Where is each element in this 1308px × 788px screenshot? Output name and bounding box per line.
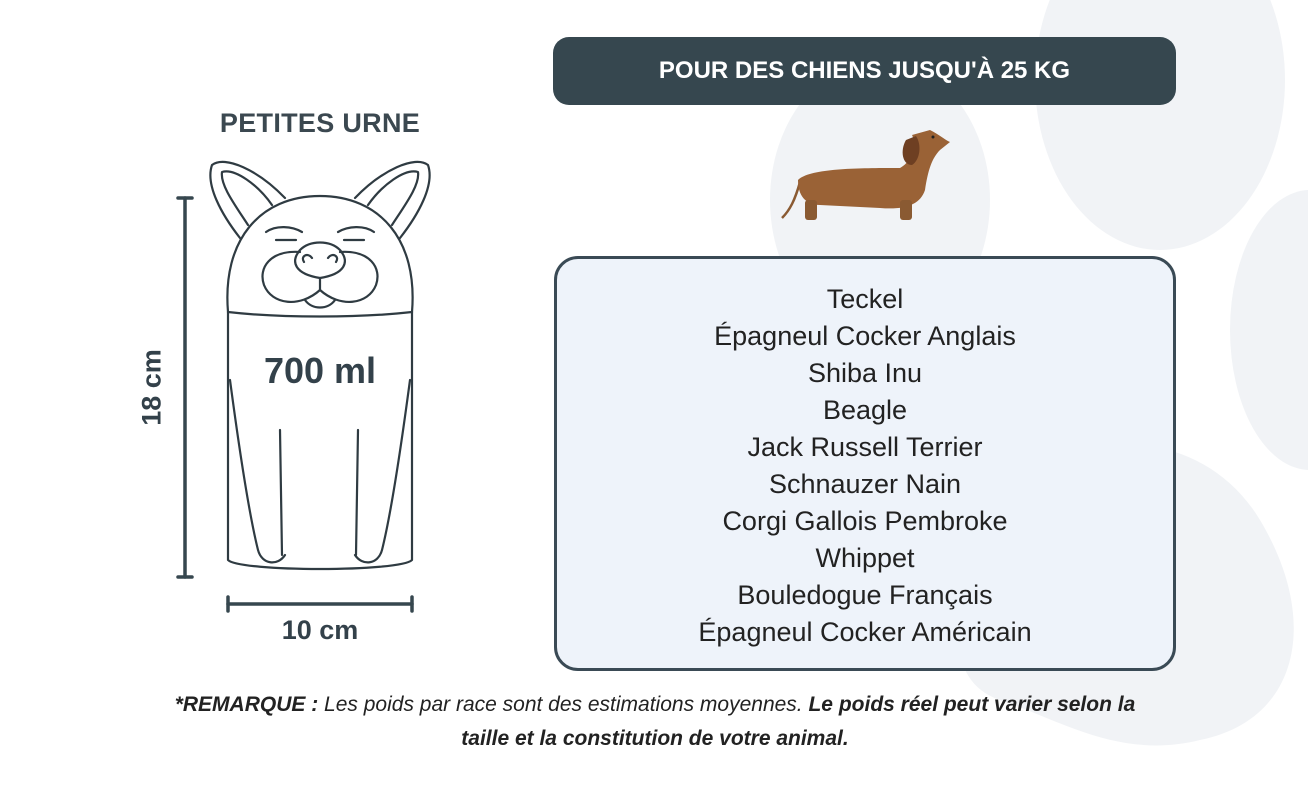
breed-item: Teckel [826,284,904,314]
breed-item: Shiba Inu [807,358,923,388]
breed-item: Bouledogue Français [737,580,993,610]
breed-item: Beagle [822,395,908,425]
weight-limit-header: POUR DES CHIENS JUSQU'À 25 KG [553,37,1176,105]
urn-capacity: 700 ml [263,350,377,391]
urn-title: PETITES URNE [219,108,421,138]
urn-height-label: 18 cm [136,349,167,426]
breed-item: Jack Russell Terrier [747,432,983,462]
breed-list: Teckel Épagneul Cocker Anglais Shiba Inu… [554,256,1176,671]
breed-item: Corgi Gallois Pembroke [722,506,1008,536]
breed-item: Épagneul Cocker Anglais [714,321,1016,351]
note-prefix: *REMARQUE : [174,693,319,716]
breed-item: Schnauzer Nain [768,469,962,499]
breed-item: Épagneul Cocker Américain [698,617,1032,647]
note-body: Les poids par race sont des estimations … [318,693,809,716]
disclaimer-note: *REMARQUE : Les poids par race sont des … [150,688,1160,756]
urn-width-label: 10 cm [281,615,359,645]
note-emphasis: Le poids réel peut varier selon la taill… [461,693,1136,750]
breed-item: Whippet [815,543,915,573]
